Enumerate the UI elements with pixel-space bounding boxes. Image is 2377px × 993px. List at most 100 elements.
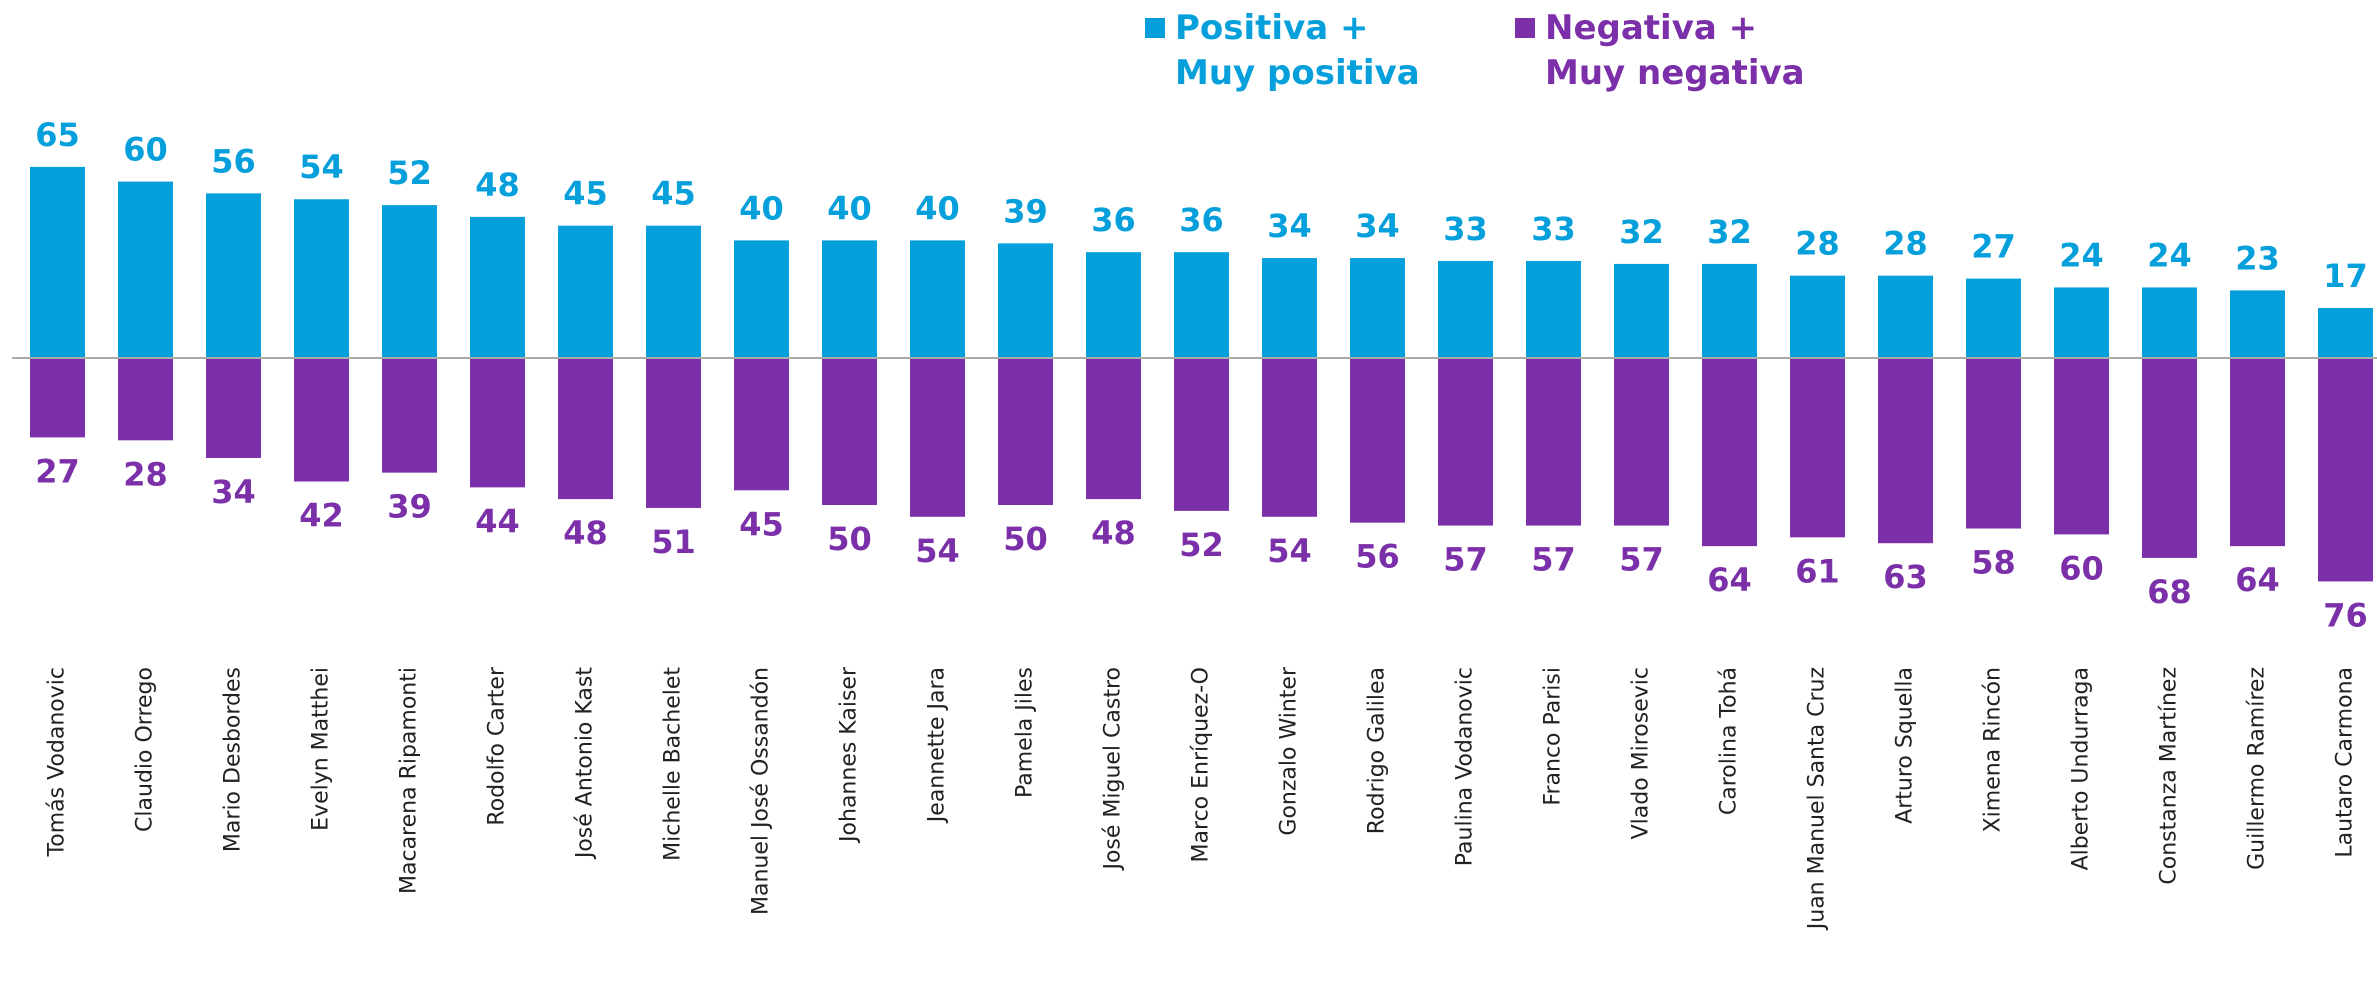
x-tick-label: Vlado Mirosevic	[1629, 667, 1654, 839]
data-label: 64	[1707, 561, 1752, 599]
x-tick-label: Alberto Undurraga	[2069, 667, 2094, 870]
x-tick-label: Jeannette Jara	[925, 667, 950, 824]
data-label: 24	[2059, 236, 2104, 274]
data-label: 56	[1355, 538, 1400, 576]
data-label: 57	[1619, 541, 1664, 579]
data-label: 50	[1003, 520, 1048, 558]
data-label: 34	[1267, 207, 1312, 245]
x-tick-label: José Antonio Kast	[573, 667, 598, 861]
x-tick-label: Guillermo Ramírez	[2245, 667, 2270, 870]
data-label: 34	[211, 473, 256, 511]
bar	[1262, 358, 1317, 517]
x-tick-label: Johannes Kaiser	[837, 666, 862, 844]
bar	[382, 205, 437, 358]
bar	[1526, 260, 1581, 358]
x-tick-label: Franco Parisi	[1541, 667, 1566, 806]
bar	[1438, 358, 1493, 526]
bar	[382, 358, 437, 473]
data-label: 60	[2059, 549, 2104, 587]
data-label: 65	[35, 116, 80, 154]
data-label: 76	[2323, 596, 2368, 634]
x-tick-label: Arturo Squella	[1893, 667, 1918, 824]
bar	[2318, 358, 2373, 582]
data-label: 40	[739, 189, 784, 227]
data-label: 54	[915, 532, 960, 570]
legend-line: Muy negativa	[1545, 53, 1805, 93]
bar	[1702, 358, 1757, 547]
data-label: 58	[1971, 544, 2016, 582]
data-label: 45	[651, 175, 696, 213]
bar	[998, 358, 1053, 505]
x-tick-label: Gonzalo Winter	[1277, 666, 1302, 836]
x-tick-label: Tomás Vodanovic	[45, 667, 70, 857]
bar	[470, 216, 525, 358]
bar	[1438, 260, 1493, 358]
bar	[1878, 275, 1933, 358]
bar	[734, 358, 789, 491]
data-label: 36	[1179, 201, 1224, 239]
data-label: 48	[563, 514, 608, 552]
x-tick-label: Constanza Martínez	[2157, 667, 2182, 885]
bar	[734, 240, 789, 358]
data-label: 36	[1091, 201, 1136, 239]
x-tick-label: José Miguel Castro	[1101, 667, 1126, 872]
legend-swatch	[1145, 18, 1165, 38]
bar	[1702, 263, 1757, 358]
data-label: 61	[1795, 552, 1840, 590]
data-label: 45	[563, 175, 608, 213]
bar	[822, 358, 877, 505]
bar	[1262, 258, 1317, 358]
x-tick-label: Paulina Vodanovic	[1453, 667, 1478, 866]
data-label: 64	[2235, 561, 2280, 599]
bar	[1614, 263, 1669, 358]
bar	[1878, 358, 1933, 544]
bar	[1086, 358, 1141, 500]
bar	[2054, 358, 2109, 535]
bar	[1174, 252, 1229, 358]
data-label: 27	[35, 452, 80, 490]
bar	[206, 358, 261, 458]
bar	[2230, 358, 2285, 547]
bar	[1966, 278, 2021, 358]
bar	[1966, 358, 2021, 529]
x-tick-label: Lautaro Carmona	[2333, 667, 2358, 858]
bar	[118, 181, 173, 358]
x-tick-label: Manuel José Ossandón	[749, 667, 774, 915]
bar	[1350, 358, 1405, 523]
data-label: 48	[1091, 514, 1136, 552]
data-label: 56	[211, 142, 256, 180]
bar	[2142, 358, 2197, 558]
bar	[206, 193, 261, 358]
data-label: 28	[123, 455, 168, 493]
x-tick-label: Ximena Rincón	[1981, 667, 2006, 832]
bar	[910, 240, 965, 358]
data-label: 52	[1179, 526, 1224, 564]
data-label: 33	[1443, 210, 1488, 248]
bar	[558, 358, 613, 500]
bar	[1614, 358, 1669, 526]
x-tick-label: Pamela Jiles	[1013, 667, 1038, 798]
data-label: 17	[2323, 257, 2368, 295]
bar	[1174, 358, 1229, 511]
bar	[1350, 258, 1405, 358]
data-label: 60	[123, 131, 168, 169]
data-label: 40	[827, 189, 872, 227]
bar	[646, 358, 701, 508]
x-tick-label: Michelle Bachelet	[661, 667, 686, 861]
x-tick-label: Marco Enríquez-O	[1189, 667, 1214, 862]
data-label: 39	[1003, 192, 1048, 230]
data-label: 34	[1355, 207, 1400, 245]
legend-label: Negativa + Muy negativa	[1545, 8, 1805, 93]
x-tick-label: Claudio Orrego	[133, 667, 158, 832]
x-tick-label: Rodolfo Carter	[485, 666, 510, 826]
bar	[294, 199, 349, 358]
data-label: 42	[299, 496, 344, 534]
bar	[1086, 252, 1141, 358]
bar	[2318, 308, 2373, 358]
data-label: 33	[1531, 210, 1576, 248]
bar	[910, 358, 965, 517]
x-tick-label: Rodrigo Galilea	[1365, 667, 1390, 834]
bar	[2230, 290, 2285, 358]
x-tick-label: Juan Manuel Santa Cruz	[1805, 667, 1830, 931]
